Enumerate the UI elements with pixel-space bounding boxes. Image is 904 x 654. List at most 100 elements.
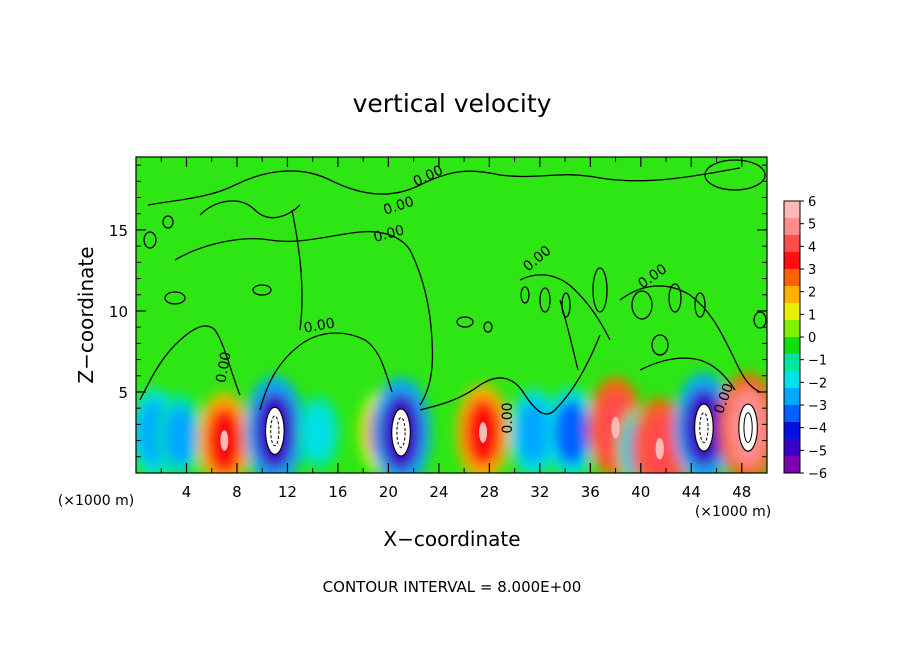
velocity-core [694, 403, 714, 452]
velocity-core [265, 406, 285, 455]
zero-contours [139, 159, 767, 415]
colorbar-segment [784, 235, 800, 252]
colorbar-tick-label: −1 [808, 354, 827, 369]
zero-contour-line [419, 334, 601, 415]
zero-contour-line [147, 167, 741, 206]
colorbar-segment [784, 456, 800, 473]
velocity-core [220, 430, 229, 451]
zero-contour-loop [483, 321, 493, 333]
colorbar-segment [784, 269, 800, 286]
colorbar-segment [784, 439, 800, 456]
velocity-core-contour [396, 417, 406, 448]
colorbar-segment [784, 405, 800, 422]
velocity-field [136, 372, 767, 473]
y-tick-label: 5 [118, 384, 128, 402]
zero-contour-line [259, 332, 393, 411]
velocity-core [738, 403, 758, 452]
velocity-core-contour [743, 412, 753, 444]
colorbar-segment [784, 354, 800, 371]
colorbar: 6 5 4 3 2 1 0 −1 −2 −3 −4 −5 −6 [783, 195, 827, 482]
zero-contour-loop [162, 215, 174, 229]
x-tick-label: 20 [379, 483, 398, 501]
colorbar-tick-label: 3 [808, 263, 816, 278]
zero-contour-loop [164, 291, 186, 305]
colorbar-segment [784, 422, 800, 439]
x-tick-label: 12 [278, 483, 297, 501]
plot-frame [135, 156, 768, 474]
colorbar-segment [784, 201, 800, 218]
zero-contour-loop [631, 290, 653, 320]
x-tick-label: 36 [581, 483, 600, 501]
velocity-core-contour [270, 415, 280, 447]
velocity-blob [516, 401, 551, 464]
zero-contour-line [639, 357, 736, 391]
zero-contour-loop [753, 311, 767, 329]
colorbar-segment [784, 388, 800, 405]
velocity-cores [220, 403, 758, 460]
zero-contour-loop [651, 334, 669, 356]
colorbar-segment [784, 218, 800, 235]
colorbar-tick-label: 0 [808, 331, 816, 346]
zero-contour-loop [704, 159, 766, 191]
colorbar-segment [784, 303, 800, 320]
velocity-core [479, 422, 488, 443]
colorbar-tick-label: −4 [808, 422, 827, 437]
colorbar-segment [784, 337, 800, 354]
x-tick-label: 48 [732, 483, 751, 501]
chart-title: vertical velocity [353, 89, 552, 118]
colorbar-tick-label: −2 [808, 376, 827, 391]
velocity-core [391, 408, 411, 457]
zero-contour-line [519, 274, 611, 341]
colorbar-tick-label: 4 [808, 240, 816, 255]
contour-label: 0.00 [213, 351, 234, 384]
zero-contour-loop [592, 267, 608, 313]
colorbar-tick-label: −6 [808, 467, 827, 482]
colorbar-segment [784, 286, 800, 303]
zero-contour-line [619, 285, 761, 393]
contour-interval-note: CONTOUR INTERVAL = 8.000E+00 [323, 578, 582, 596]
velocity-core [611, 416, 620, 439]
velocity-core-contour [699, 412, 709, 444]
x-tick-label: 16 [328, 483, 347, 501]
colorbar-tick-label: 6 [808, 195, 816, 210]
plot-area: 0.000.000.000.000.000.000.000.000.00 [136, 157, 767, 473]
y-tick-label: 15 [109, 222, 128, 240]
x-tick-label: 28 [480, 483, 499, 501]
zero-contour-loop [539, 287, 551, 313]
contour-label: 0.00 [303, 315, 336, 336]
zero-contour-loop [520, 286, 530, 304]
zero-contour-line [199, 200, 301, 219]
zero-contour-loop [561, 292, 571, 318]
colorbar-tick-label: 2 [808, 286, 816, 301]
x-tick-label: 24 [429, 483, 448, 501]
zero-contour-line [139, 325, 241, 401]
colorbar-segment [784, 320, 800, 337]
y-tick-label: 10 [109, 303, 128, 321]
x-tick-label: 4 [182, 483, 192, 501]
zero-contour-loop [668, 283, 682, 313]
velocity-blob [304, 406, 334, 459]
zero-contour-line [174, 230, 434, 406]
x-tick-label: 8 [232, 483, 242, 501]
x-tick-label: 44 [682, 483, 701, 501]
velocity-core [655, 437, 664, 460]
zero-contour-loop [252, 284, 272, 296]
zero-contour-loop [694, 292, 706, 318]
velocity-blob [164, 405, 197, 466]
zero-contour-line [291, 209, 303, 331]
colorbar-segment [784, 371, 800, 388]
x-axis-unit: (×1000 m) [695, 504, 771, 520]
x-tick-label: 40 [631, 483, 650, 501]
colorbar-tick-label: 1 [808, 308, 816, 323]
velocity-blob [554, 400, 589, 465]
colorbar-segment [784, 252, 800, 269]
x-tick-label: 32 [530, 483, 549, 501]
contour-label: 0.00 [500, 402, 516, 433]
colorbar-tick-label: −3 [808, 399, 827, 414]
zero-contour-loop [456, 316, 474, 328]
zero-contour-loop [143, 231, 157, 249]
x-axis-label: X−coordinate [383, 527, 520, 551]
colorbar-tick-label: −5 [808, 444, 827, 459]
y-axis-unit: (×1000 m) [58, 493, 134, 509]
